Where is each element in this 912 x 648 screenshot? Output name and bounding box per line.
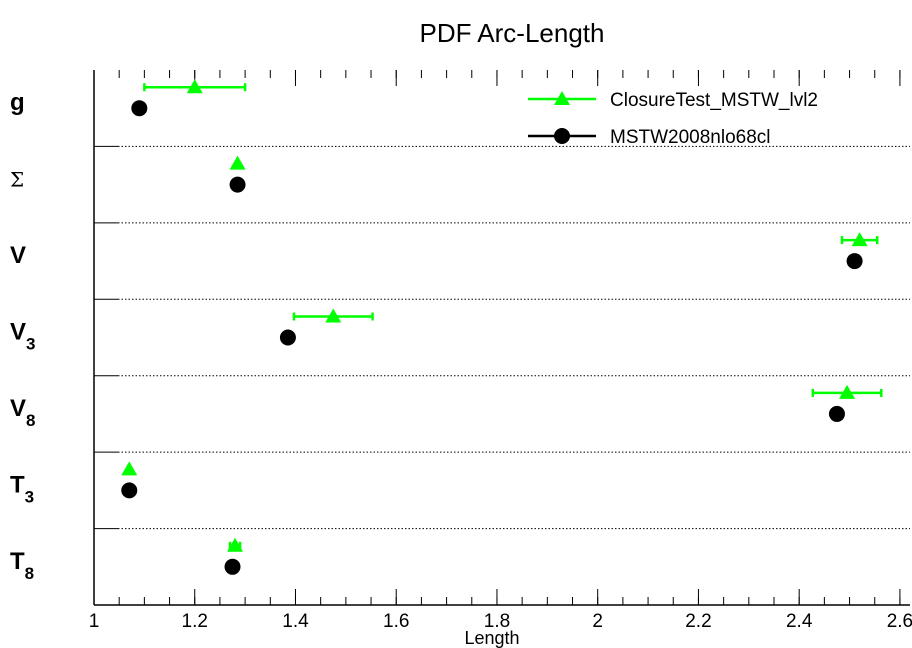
category-label-main: V	[10, 319, 26, 346]
legend: ClosureTest_MSTW_lvl2 MSTW2008nlo68cl	[528, 90, 818, 148]
x-tick-label: 2.2	[685, 611, 711, 632]
legend-label: MSTW2008nlo68cl	[610, 127, 771, 148]
x-tick-label: 1.8	[484, 611, 510, 632]
triangle-point	[121, 461, 138, 476]
circle-point	[224, 558, 241, 575]
category-label-sub: 8	[26, 411, 35, 430]
data-marks	[121, 79, 883, 575]
x-tick-label: 2.6	[887, 611, 912, 632]
category-separators	[94, 145, 910, 530]
legend-label: ClosureTest_MSTW_lvl2	[610, 90, 818, 111]
category-label-main: T	[10, 471, 25, 498]
category-label-main: g	[10, 89, 25, 116]
legend-triangle	[554, 91, 570, 105]
category-label: Σ	[10, 168, 24, 192]
category-label-main: T	[10, 548, 25, 575]
x-tick-label: 1	[89, 611, 100, 632]
category-label: T8	[10, 548, 34, 583]
legend-circle	[554, 128, 570, 144]
triangle-point	[186, 79, 203, 94]
x-axis-label: Length	[464, 628, 519, 648]
category-label: g	[10, 89, 25, 116]
category-label: V8	[10, 395, 35, 430]
x-tick-label: 1.4	[282, 611, 309, 632]
category-label-main: Σ	[10, 168, 24, 192]
category-label: T3	[10, 471, 34, 506]
x-tick-label: 2	[592, 611, 603, 632]
category-label-main: V	[10, 395, 26, 422]
circle-point	[131, 100, 148, 117]
triangle-point	[325, 308, 342, 323]
triangle-point	[839, 384, 856, 399]
x-tick-label: 1.6	[383, 611, 409, 632]
triangle-point	[851, 232, 868, 247]
chart-title: PDF Arc-Length	[420, 18, 605, 48]
x-tick-label: 2.4	[786, 611, 813, 632]
category-label-main: V	[10, 242, 26, 269]
category-label: V	[10, 242, 26, 269]
circle-point	[846, 253, 863, 270]
triangle-point	[227, 537, 244, 552]
circle-point	[121, 482, 138, 499]
x-axis: 1 1.2 1.4 1.6 1.8 2 2.2 2.4 2.6	[89, 70, 912, 632]
category-label-sub: 3	[25, 487, 34, 506]
triangle-point	[229, 155, 246, 170]
circle-point	[828, 405, 845, 422]
plot-frame	[93, 70, 910, 606]
category-label: V3	[10, 319, 35, 354]
circle-point	[229, 176, 246, 193]
x-tick-label: 1.2	[182, 611, 208, 632]
circle-point	[279, 329, 296, 346]
category-label-sub: 3	[26, 335, 35, 354]
category-label-sub: 8	[25, 564, 34, 583]
